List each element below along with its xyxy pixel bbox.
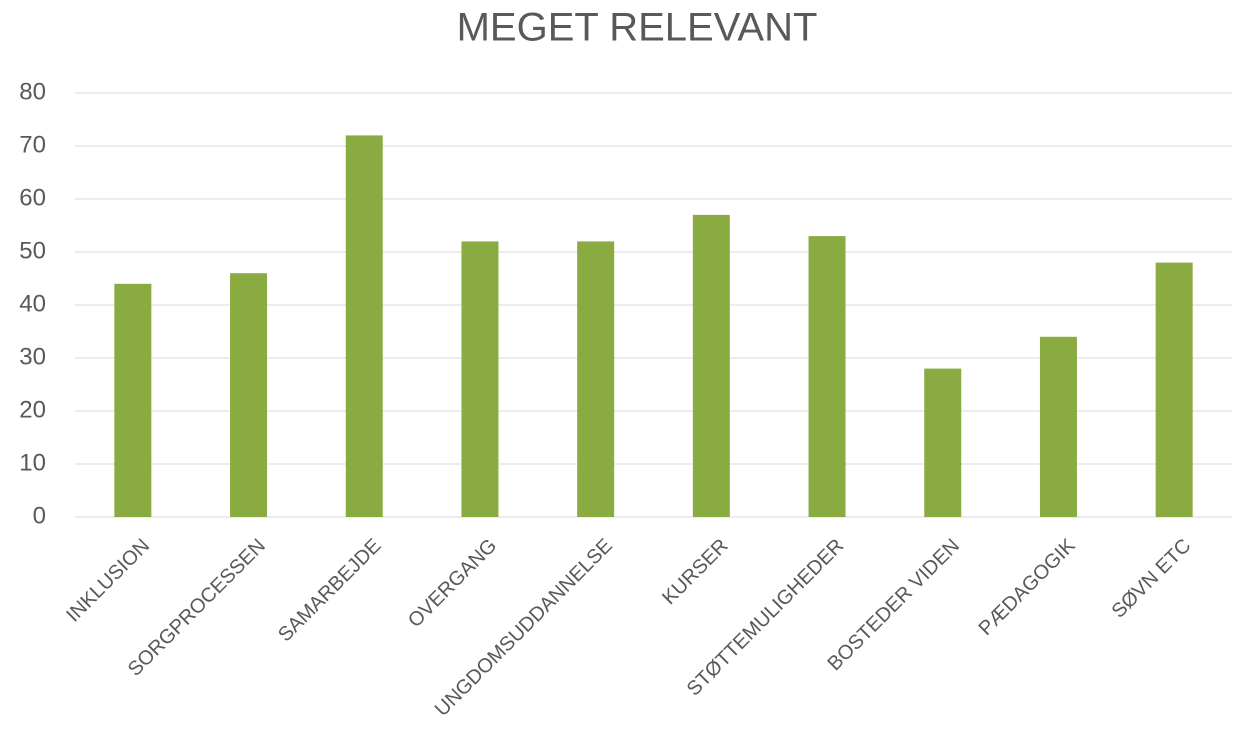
bar — [345, 135, 383, 517]
x-tick-label: KURSER — [658, 535, 733, 610]
x-tick-label: SAMARBEJDE — [274, 535, 385, 646]
y-tick-label: 60 — [19, 184, 46, 211]
y-tick-label: 70 — [19, 131, 46, 158]
bar — [1155, 262, 1193, 517]
x-tick-label: INKLUSION — [62, 535, 154, 627]
y-tick-label: 20 — [19, 396, 46, 423]
y-tick-label: 50 — [19, 237, 46, 264]
y-tick-label: 10 — [19, 449, 46, 476]
x-tick-label: SØVN ETC — [1108, 535, 1196, 623]
y-tick-label: 40 — [19, 290, 46, 317]
chart-title: MEGET RELEVANT — [457, 6, 818, 50]
x-tick-label: PÆDAGOGIK — [975, 534, 1081, 640]
bar — [924, 368, 962, 517]
bar — [114, 283, 152, 517]
bar — [692, 214, 730, 517]
y-tick-label: 80 — [19, 78, 46, 105]
y-tick-label: 0 — [33, 502, 46, 529]
bar — [808, 236, 846, 517]
bar — [230, 273, 268, 517]
bar — [461, 241, 499, 517]
x-tick-label: BOSTEDER VIDEN — [824, 535, 965, 676]
x-tick-label: OVERGANG — [404, 535, 501, 632]
bar — [577, 241, 615, 517]
y-tick-label: 30 — [19, 343, 46, 370]
bar — [1039, 336, 1077, 517]
